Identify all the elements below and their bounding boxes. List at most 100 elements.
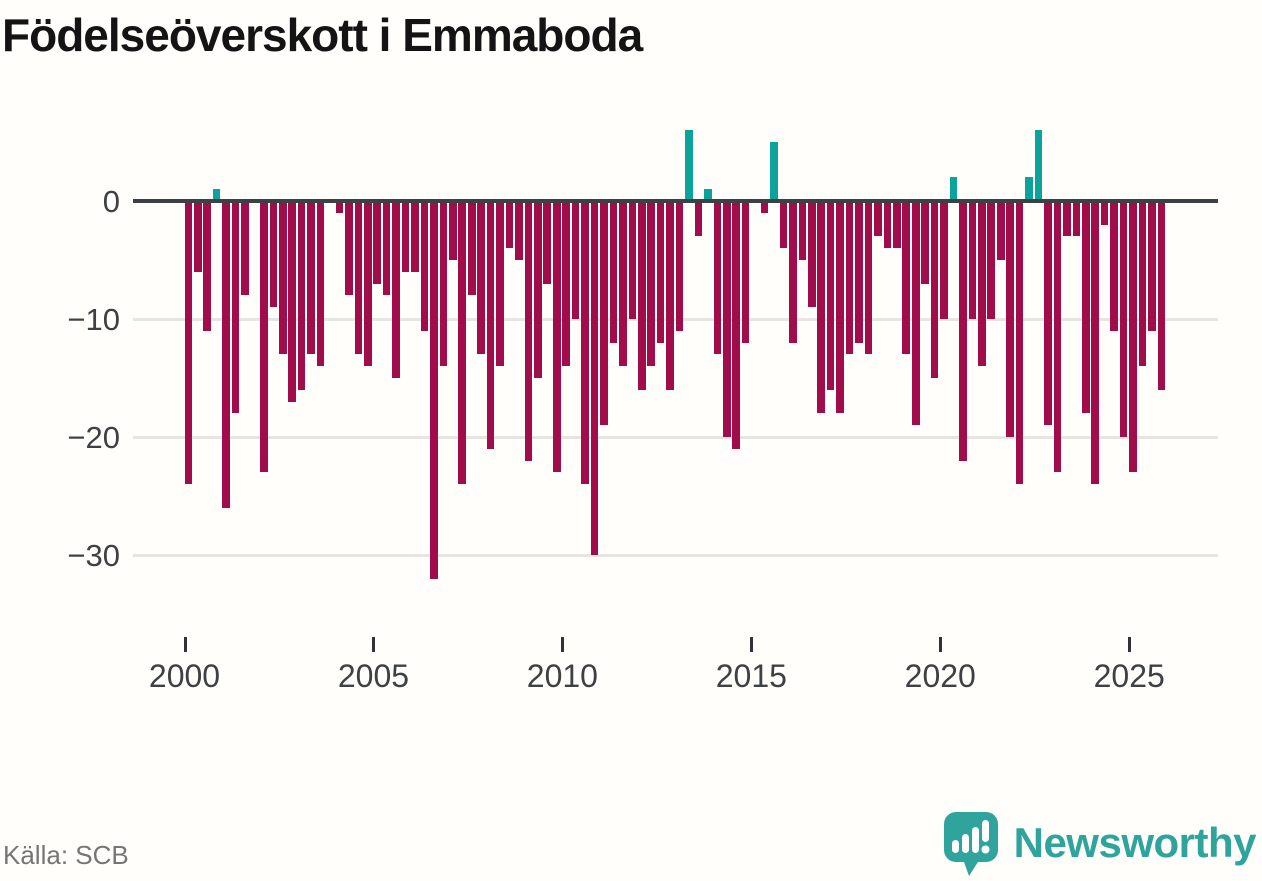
bar-2011-Q2: [609, 201, 618, 343]
newsworthy-logo: Newsworthy: [940, 810, 1257, 876]
bar-2022-Q1: [1015, 201, 1024, 485]
bar-2020-Q2: [949, 177, 958, 201]
bar-2003-Q3: [316, 201, 325, 367]
bar-2024-Q2: [1100, 201, 1109, 225]
bar-2020-Q1: [940, 201, 948, 319]
bar-2012-Q4: [666, 201, 674, 390]
x-axis-label-2015: 2015: [715, 658, 787, 694]
source-caption: Källa: SCB: [3, 840, 129, 870]
bar-2020-Q4: [968, 201, 977, 319]
gridline--30: [133, 553, 1218, 557]
bar-2014-Q2: [722, 201, 731, 437]
bar-2025-Q4: [1157, 201, 1166, 390]
bar-2018-Q2: [874, 201, 882, 237]
bar-2007-Q2: [458, 201, 467, 485]
bar-2016-Q4: [817, 201, 826, 414]
bar-2014-Q3: [732, 201, 741, 449]
bar-2007-Q3: [467, 201, 476, 296]
bar-2013-Q3: [694, 201, 703, 237]
bar-2004-Q2: [345, 201, 353, 296]
bar-2014-Q4: [741, 201, 750, 343]
bar-2005-Q1: [373, 201, 382, 284]
bar-2023-Q1: [1053, 201, 1062, 473]
x-tick-2010: [561, 637, 565, 652]
x-tick-2025: [1128, 637, 1132, 652]
bar-2008-Q1: [486, 201, 495, 449]
newsworthy-wordmark: Newsworthy: [1013, 819, 1257, 866]
bar-2002-Q1: [260, 201, 268, 473]
bar-2017-Q3: [845, 201, 854, 355]
bar-2004-Q4: [363, 201, 372, 367]
bar-2001-Q3: [241, 201, 249, 296]
bar-2001-Q2: [231, 201, 240, 414]
x-tick-2005: [372, 637, 376, 652]
bar-2010-Q2: [571, 201, 580, 319]
bar-2018-Q4: [893, 201, 901, 249]
bar-2015-Q3: [770, 142, 778, 201]
bar-2021-Q4: [1006, 201, 1014, 437]
bar-2006-Q3: [430, 201, 438, 579]
bar-2022-Q3: [1034, 130, 1043, 201]
bar-2025-Q1: [1129, 201, 1137, 473]
bar-2009-Q1: [524, 201, 533, 461]
bar-2022-Q2: [1025, 177, 1033, 201]
bar-2024-Q3: [1110, 201, 1118, 331]
bar-2012-Q1: [637, 201, 646, 390]
bar-2018-Q1: [864, 201, 873, 355]
x-tick-2015: [750, 637, 754, 652]
bar-2010-Q3: [581, 201, 589, 485]
bar-2021-Q1: [978, 201, 986, 367]
bar-2016-Q3: [808, 201, 816, 308]
bar-2018-Q3: [883, 201, 892, 249]
bar-2023-Q4: [1081, 201, 1090, 414]
gridline--10: [133, 317, 1218, 321]
bar-2010-Q4: [590, 201, 599, 555]
bar-2023-Q2: [1063, 201, 1071, 237]
bar-2015-Q4: [779, 201, 788, 249]
bar-2011-Q3: [619, 201, 627, 367]
bar-2017-Q4: [855, 201, 863, 343]
y-axis-label-0: 0: [102, 184, 120, 219]
bar-2013-Q2: [685, 130, 693, 201]
page-title: Födelseöverskott i Emmaboda: [2, 9, 643, 61]
bar-2019-Q4: [930, 201, 939, 378]
bar-2022-Q4: [1044, 201, 1052, 426]
bar-2002-Q4: [288, 201, 296, 402]
x-tick-2020: [939, 637, 943, 652]
bar-2014-Q1: [713, 201, 722, 355]
x-axis-label-2025: 2025: [1093, 658, 1165, 694]
y-axis-label--30: −30: [67, 538, 120, 573]
newsworthy-chart-bubble-icon: [940, 810, 1002, 876]
bar-2004-Q1: [335, 201, 344, 213]
bar-2021-Q2: [987, 201, 996, 319]
bar-2023-Q3: [1072, 201, 1081, 237]
bar-2000-Q3: [203, 201, 211, 331]
bar-2017-Q1: [826, 201, 835, 390]
bar-2000-Q1: [184, 201, 193, 485]
bar-2002-Q2: [269, 201, 278, 308]
y-axis-label--10: −10: [67, 302, 120, 337]
bar-2000-Q2: [193, 201, 202, 272]
bar-2013-Q1: [675, 201, 684, 331]
bar-2009-Q2: [534, 201, 542, 378]
bar-2016-Q1: [789, 201, 797, 343]
bar-2016-Q2: [798, 201, 807, 260]
bar-2012-Q3: [656, 201, 665, 343]
bar-2008-Q4: [515, 201, 523, 260]
bar-2003-Q1: [297, 201, 306, 390]
bar-2005-Q2: [382, 201, 391, 296]
bar-2002-Q3: [278, 201, 287, 355]
bar-2025-Q3: [1148, 201, 1156, 331]
bar-2001-Q1: [222, 201, 230, 508]
bar-2003-Q2: [307, 201, 315, 355]
x-axis-label-2005: 2005: [337, 658, 410, 694]
bar-2013-Q4: [704, 189, 712, 201]
bar-2017-Q2: [836, 201, 844, 414]
zero-axis-line: [133, 199, 1218, 203]
y-axis-label--20: −20: [67, 420, 120, 455]
gridline--20: [133, 435, 1218, 439]
bar-2019-Q2: [911, 201, 920, 426]
bar-2024-Q4: [1119, 201, 1128, 437]
bar-2006-Q1: [411, 201, 419, 272]
